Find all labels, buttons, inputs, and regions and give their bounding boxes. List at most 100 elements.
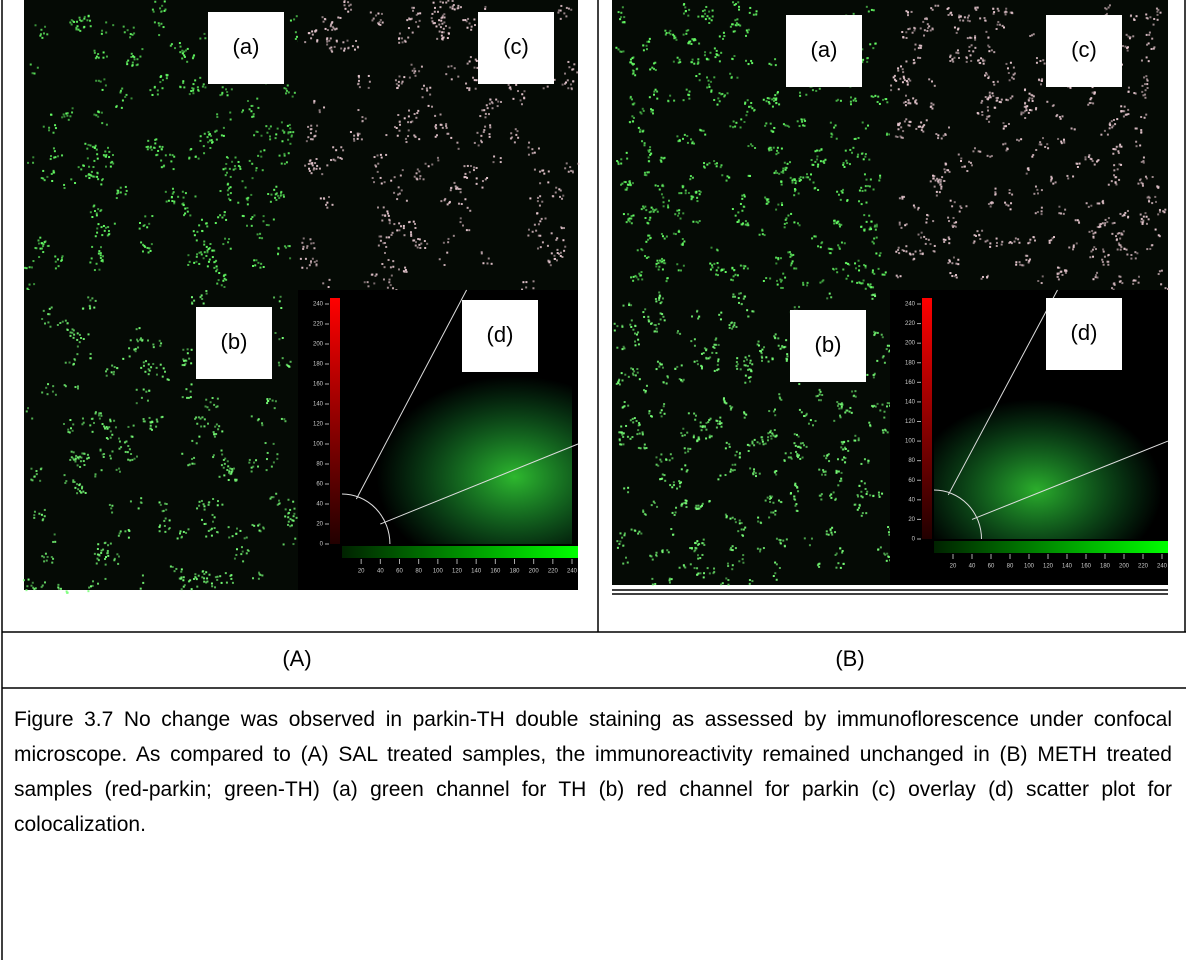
speck	[957, 52, 959, 54]
speck	[757, 517, 759, 519]
speck	[388, 259, 390, 261]
speck	[888, 531, 890, 533]
speck	[209, 243, 211, 245]
speck	[855, 396, 857, 398]
speck	[186, 207, 188, 209]
speck	[67, 431, 69, 433]
speck	[212, 256, 214, 258]
speck	[626, 187, 628, 189]
speck	[64, 187, 66, 189]
speck	[705, 18, 707, 20]
speck	[81, 20, 83, 22]
speck	[98, 269, 100, 271]
speck	[1113, 174, 1115, 176]
speck	[223, 214, 225, 216]
speck	[708, 86, 710, 88]
speck	[406, 19, 408, 21]
speck	[993, 51, 995, 53]
speck	[622, 563, 624, 565]
speck	[1067, 177, 1069, 179]
speck	[682, 238, 684, 240]
speck	[84, 16, 86, 18]
speck	[870, 283, 872, 285]
speck	[205, 223, 207, 225]
speck	[429, 87, 431, 89]
speck	[720, 318, 722, 320]
speck	[925, 222, 927, 224]
speck	[978, 59, 980, 61]
speck	[1113, 169, 1115, 171]
speck	[510, 137, 512, 139]
speck	[734, 469, 736, 471]
speck	[779, 567, 781, 569]
speck	[212, 397, 214, 399]
speck	[146, 146, 148, 148]
speck	[440, 17, 442, 19]
speck	[407, 135, 409, 137]
speck	[1102, 248, 1104, 250]
speck	[54, 541, 56, 543]
speck	[878, 492, 880, 494]
speck	[970, 162, 972, 164]
speck	[564, 73, 566, 75]
speck	[747, 268, 749, 270]
speck	[659, 188, 661, 190]
speck	[680, 269, 682, 271]
speck	[55, 394, 57, 396]
speck	[92, 431, 94, 433]
speck	[1147, 87, 1149, 89]
speck	[637, 331, 639, 333]
speck	[50, 114, 52, 116]
speck	[905, 60, 907, 62]
speck	[207, 136, 209, 138]
speck	[33, 283, 35, 285]
speck	[1145, 75, 1147, 77]
speck	[335, 149, 337, 151]
speck	[943, 168, 945, 170]
speck	[78, 166, 80, 168]
speck	[1116, 118, 1118, 120]
speck	[109, 455, 111, 457]
speck	[829, 248, 831, 250]
speck	[157, 93, 159, 95]
speck	[1167, 288, 1169, 290]
speck	[440, 20, 442, 22]
speck	[193, 300, 195, 302]
speck	[227, 189, 229, 191]
speck	[667, 204, 669, 206]
speck	[898, 88, 900, 90]
speck	[447, 238, 449, 240]
speck	[637, 249, 639, 251]
speck	[761, 349, 763, 351]
speck	[757, 520, 759, 522]
speck	[263, 266, 265, 268]
speck	[572, 80, 574, 82]
speck	[868, 10, 870, 12]
speck	[765, 122, 767, 124]
speck	[453, 182, 455, 184]
speck	[727, 579, 729, 581]
speck	[1005, 149, 1007, 151]
speck	[255, 259, 257, 261]
speck	[70, 178, 72, 180]
speck	[704, 51, 706, 53]
speck	[69, 335, 71, 337]
speck	[72, 430, 74, 432]
speck	[749, 380, 751, 382]
speck	[730, 279, 732, 281]
speck	[205, 255, 207, 257]
speck	[273, 296, 275, 298]
speck	[381, 157, 383, 159]
speck	[842, 189, 844, 191]
speck	[1104, 222, 1106, 224]
speck	[700, 425, 702, 427]
speck	[116, 105, 118, 107]
speck	[639, 131, 641, 133]
speck	[283, 543, 285, 545]
speck	[453, 235, 455, 237]
speck	[655, 69, 657, 71]
speck	[850, 96, 852, 98]
speck	[194, 463, 196, 465]
speck	[874, 226, 876, 228]
speck	[632, 368, 634, 370]
